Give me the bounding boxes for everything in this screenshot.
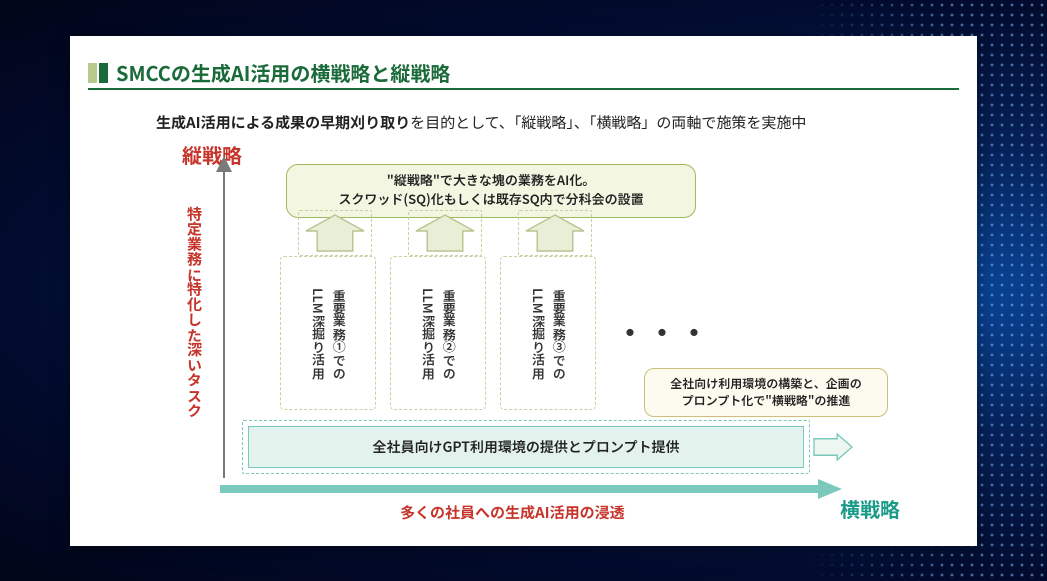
horizontal-axis-arrow (216, 476, 844, 502)
subtitle-bold: 生成AI活用による成果の早期刈り取り (156, 112, 410, 133)
slide-title: SMCCの生成AI活用の横戦略と縦戦略 (116, 58, 450, 87)
task-text: 重要業務②でのLLM深掘り活用 (417, 288, 459, 379)
title-accent-blocks (88, 63, 108, 83)
horizontal-axis-caption: 多くの社員への生成AI活用の浸透 (400, 502, 625, 523)
task-text: 重要業務③でのLLM深掘り活用 (527, 288, 569, 379)
top-callout-line1: "縦戦略"で大きな塊の業務をAI化。 (301, 171, 681, 190)
flow-arrow-right-icon (812, 432, 854, 462)
horizontal-strategy-label: 横戦略 (840, 494, 900, 523)
bottom-bar-text: 全社員向けGPT利用環境の提供とプロンプト提供 (372, 437, 679, 457)
right-callout-line2: プロンプト化で"横戦略"の推進 (655, 392, 877, 409)
subtitle-rest: を目的として、「縦戦略」、「横戦略」の両軸で施策を実施中 (410, 112, 806, 133)
task-line2: LLM深掘り活用 (309, 288, 328, 379)
task-text: 重要業務①でのLLM深掘り活用 (307, 288, 349, 379)
vertical-axis-caption: 特定業務に特化した深いタスク (184, 206, 205, 416)
vertical-axis-arrow (209, 154, 239, 488)
ellipsis-more-tasks: ・・・ (616, 312, 712, 352)
top-callout-line2: スクワッド(SQ)化もしくは既存SQ内で分科会の設置 (301, 190, 681, 209)
title-underline (88, 88, 959, 90)
bottom-bar: 全社員向けGPT利用環境の提供とプロンプト提供 (248, 426, 804, 468)
task-line2: LLM深掘り活用 (419, 288, 438, 379)
task-line1: 重要業務③での (550, 288, 569, 379)
up-arrow-dashed-frame (518, 210, 592, 256)
task-box: 重要業務③でのLLM深掘り活用 (500, 256, 596, 410)
task-line1: 重要業務②での (440, 288, 459, 379)
up-arrow-dashed-frame (408, 210, 482, 256)
task-box: 重要業務①でのLLM深掘り活用 (280, 256, 376, 410)
right-callout-box: 全社向け利用環境の構築と、企画の プロンプト化で"横戦略"の推進 (644, 368, 888, 417)
title-bar: SMCCの生成AI活用の横戦略と縦戦略 (88, 58, 959, 87)
slide-subtitle: 生成AI活用による成果の早期刈り取りを目的として、「縦戦略」、「横戦略」の両軸で… (156, 112, 806, 133)
right-callout-line1: 全社向け利用環境の構築と、企画の (655, 375, 877, 392)
task-box: 重要業務②でのLLM深掘り活用 (390, 256, 486, 410)
task-line2: LLM深掘り活用 (529, 288, 548, 379)
task-line1: 重要業務①での (330, 288, 349, 379)
slide-card: SMCCの生成AI活用の横戦略と縦戦略 生成AI活用による成果の早期刈り取りを目… (70, 36, 977, 546)
up-arrow-dashed-frame (298, 210, 372, 256)
